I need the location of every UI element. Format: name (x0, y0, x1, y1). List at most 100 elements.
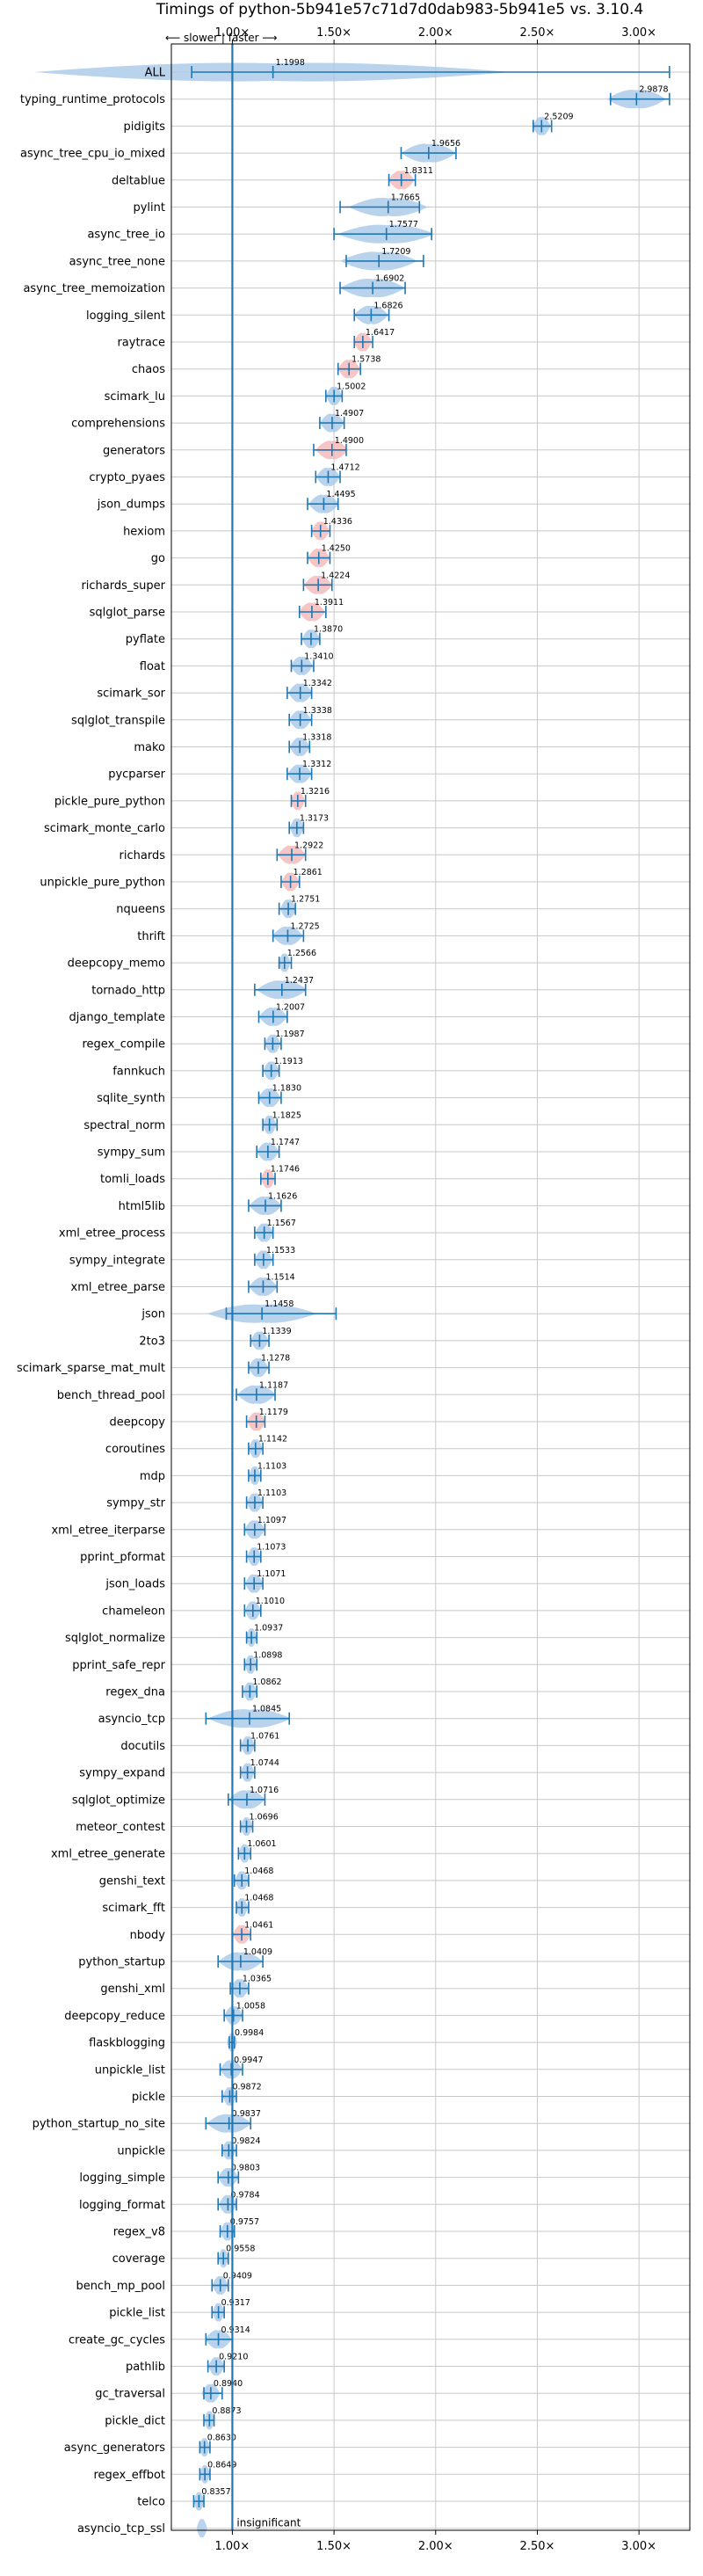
value-label: 1.1514 (265, 1273, 294, 1283)
value-label: 1.1458 (265, 1299, 294, 1309)
benchmark-label: nqueens (116, 903, 165, 916)
value-label: 0.9784 (230, 2190, 259, 2200)
value-label: 0.9409 (223, 2271, 252, 2281)
benchmark-label: asyncio_tcp_ssl (77, 2522, 165, 2536)
value-label: 1.1073 (257, 1543, 286, 1553)
value-label: 1.0409 (243, 1947, 272, 1957)
benchmark-label: unpickle_pure_python (40, 877, 165, 890)
value-label: 1.2751 (291, 895, 320, 905)
x-tick-label-top: 1.50× (316, 26, 352, 40)
benchmark-label: typing_runtime_protocols (20, 93, 165, 106)
value-label: 1.9656 (431, 139, 460, 149)
benchmark-label: scimark_sparse_mat_mult (17, 1362, 165, 1375)
benchmark-label: sympy_expand (79, 1767, 165, 1780)
benchmark-label: pprint_safe_repr (72, 1659, 165, 1672)
benchmark-label: fannkuch (112, 1065, 165, 1078)
value-label: 1.0845 (252, 1705, 281, 1714)
benchmark-label: json (141, 1308, 165, 1321)
benchmark-label: django_template (69, 1011, 165, 1024)
x-tick-label-bottom: 3.00× (621, 2540, 656, 2553)
value-label: 1.1071 (257, 1569, 286, 1579)
benchmark-label: hexiom (123, 525, 165, 538)
value-label: 1.4907 (335, 409, 364, 418)
benchmark-label: pickle_dict (105, 2414, 165, 2427)
value-label: 1.1746 (271, 1165, 300, 1175)
value-label: 1.0461 (244, 1920, 273, 1930)
value-label: 1.1533 (266, 1246, 295, 1255)
value-label: 0.9872 (232, 2083, 261, 2092)
value-label: 1.3410 (304, 651, 333, 661)
benchmark-label: regex_effbot (93, 2469, 165, 2482)
benchmark-label: pathlib (126, 2361, 165, 2374)
value-label: 1.1097 (257, 1516, 286, 1525)
benchmark-label: chameleon (102, 1605, 165, 1618)
value-label: 1.0468 (244, 1867, 273, 1876)
chart-title: Timings of python-5b941e57c71d7d0dab983-… (156, 1, 644, 18)
benchmark-label: logging_format (79, 2199, 165, 2212)
value-label: 1.4712 (330, 463, 359, 473)
value-label: 1.1339 (262, 1327, 291, 1336)
value-label: 1.1179 (259, 1408, 288, 1417)
value-label: 1.1998 (276, 58, 305, 68)
benchmark-label: deepcopy_reduce (64, 2010, 165, 2023)
benchmark-label: pickle_pure_python (54, 795, 165, 808)
value-label: 1.0937 (254, 1624, 283, 1634)
value-label: 1.2922 (294, 840, 323, 850)
benchmark-label: unpickle (117, 2144, 165, 2158)
benchmark-label: pickle_list (109, 2307, 165, 2320)
value-label: 0.9803 (231, 2164, 260, 2173)
value-label: 0.9837 (232, 2109, 261, 2119)
benchmark-label: docutils (120, 1740, 165, 1753)
value-label: 1.1103 (257, 1461, 286, 1471)
value-label: 1.6902 (375, 274, 404, 284)
value-label: 1.6417 (366, 328, 395, 338)
benchmark-label: asyncio_tcp (98, 1713, 165, 1726)
value-label: 1.1913 (274, 1057, 303, 1066)
benchmark-label: bench_thread_pool (57, 1389, 165, 1402)
value-label: 1.3216 (301, 787, 330, 797)
value-label: 1.7577 (389, 220, 418, 229)
benchmark-label: deepcopy_memo (68, 957, 165, 971)
value-label: 1.2437 (285, 976, 314, 986)
benchmark-label: pycparser (108, 768, 165, 782)
benchmark-label: pidigits (124, 120, 166, 134)
value-label: 0.9984 (235, 2028, 264, 2038)
benchmark-label: richards_super (81, 579, 165, 593)
value-label: 0.8873 (212, 2406, 241, 2416)
value-label: 0.9757 (230, 2217, 259, 2227)
x-tick-label-top: 2.00× (418, 26, 453, 40)
value-label: 1.1142 (258, 1435, 287, 1444)
benchmark-label: scimark_sor (97, 688, 165, 701)
benchmark-label: python_startup (78, 1956, 165, 1969)
benchmark-label: chaos (132, 363, 165, 376)
value-label: 1.4250 (322, 544, 351, 554)
benchmark-label: go (151, 552, 165, 565)
value-label: 2.5209 (544, 112, 573, 121)
value-label: 1.4900 (335, 436, 364, 446)
value-label: 1.0696 (250, 1813, 279, 1823)
value-label: 1.2566 (287, 949, 316, 958)
benchmark-label: pyflate (126, 633, 165, 646)
benchmark-label: telco (137, 2496, 165, 2509)
benchmark-label: xml_etree_generate (51, 1848, 165, 1861)
value-label: 0.9317 (221, 2298, 250, 2308)
value-label: 1.4495 (326, 490, 355, 499)
value-label: 1.0468 (244, 1894, 273, 1903)
x-tick-label-top: 3.00× (621, 26, 656, 40)
benchmark-label: comprehensions (71, 418, 165, 431)
benchmark-label: float (140, 660, 165, 673)
benchmark-label: xml_etree_iterparse (51, 1524, 165, 1537)
value-label: 1.4336 (323, 517, 352, 527)
marks-layer (33, 62, 670, 2538)
benchmark-label: thrift (137, 930, 165, 943)
axes-layer: 1.00× 1.00× 1.50× 1.50× 2.00× 2.00× 2.50× 2.50×… (170, 26, 691, 2553)
benchmark-label: nbody (130, 1929, 166, 1942)
benchmark-label: sqlglot_parse (90, 607, 165, 620)
benchmark-label: tornado_http (91, 984, 165, 997)
value-label: 1.4224 (321, 571, 350, 580)
value-label: 1.5738 (352, 355, 380, 365)
benchmark-label: create_gc_cycles (69, 2333, 165, 2347)
value-label: 1.3911 (315, 598, 344, 608)
